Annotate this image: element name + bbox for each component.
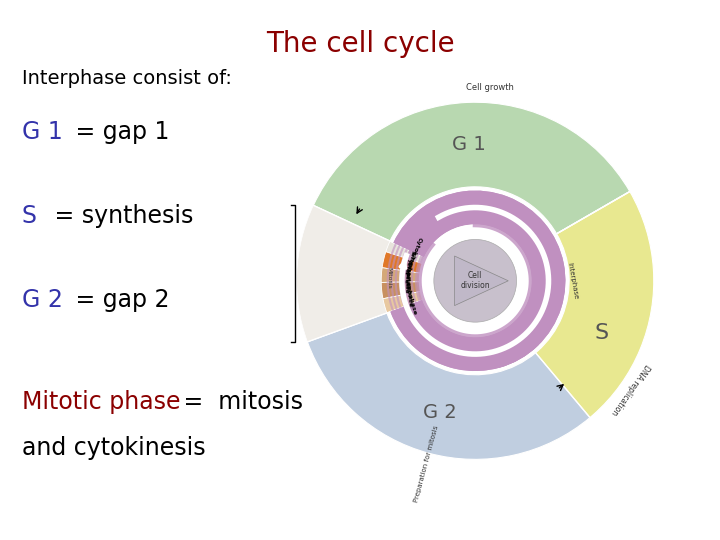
Wedge shape (500, 192, 654, 453)
Text: = gap 1: = gap 1 (68, 120, 170, 144)
Text: Interphase consist of:: Interphase consist of: (22, 69, 231, 88)
Text: Preparation for mitosis: Preparation for mitosis (413, 424, 439, 503)
Text: Prophase: Prophase (403, 282, 417, 315)
Wedge shape (381, 268, 434, 282)
Wedge shape (297, 205, 475, 342)
Wedge shape (390, 300, 539, 371)
Text: S: S (594, 323, 608, 343)
Text: Mitosis: Mitosis (387, 267, 391, 289)
Text: Cell
division: Cell division (460, 271, 490, 291)
Text: Interphase: Interphase (567, 262, 579, 300)
Text: = gap 2: = gap 2 (68, 288, 170, 312)
Polygon shape (454, 256, 508, 306)
Text: Mitotic phase: Mitotic phase (22, 390, 180, 414)
Wedge shape (393, 191, 565, 368)
Wedge shape (386, 241, 438, 268)
Text: Anaphase: Anaphase (404, 259, 411, 294)
Wedge shape (393, 191, 565, 368)
Text: = synthesis: = synthesis (47, 204, 193, 228)
Wedge shape (382, 252, 436, 275)
Text: G 1: G 1 (452, 135, 486, 154)
Wedge shape (313, 102, 630, 241)
Wedge shape (383, 289, 436, 313)
Text: S: S (22, 204, 37, 228)
Wedge shape (390, 300, 498, 371)
Text: Cytokinesis: Cytokinesis (402, 236, 422, 276)
Circle shape (434, 239, 516, 322)
Wedge shape (307, 313, 590, 460)
Text: The cell cycle: The cell cycle (266, 30, 454, 58)
Text: =  mitosis: = mitosis (176, 390, 303, 414)
Text: G 2: G 2 (22, 288, 63, 312)
Text: G 2: G 2 (423, 403, 456, 422)
Wedge shape (381, 281, 435, 299)
Text: DNA replication: DNA replication (609, 362, 651, 416)
Text: Telophase: Telophase (403, 248, 415, 283)
Text: G 1: G 1 (22, 120, 63, 144)
Text: and cytokinesis: and cytokinesis (22, 436, 205, 460)
Circle shape (419, 225, 531, 337)
Text: Cell growth: Cell growth (466, 83, 513, 91)
Text: Metaphase: Metaphase (403, 268, 413, 307)
